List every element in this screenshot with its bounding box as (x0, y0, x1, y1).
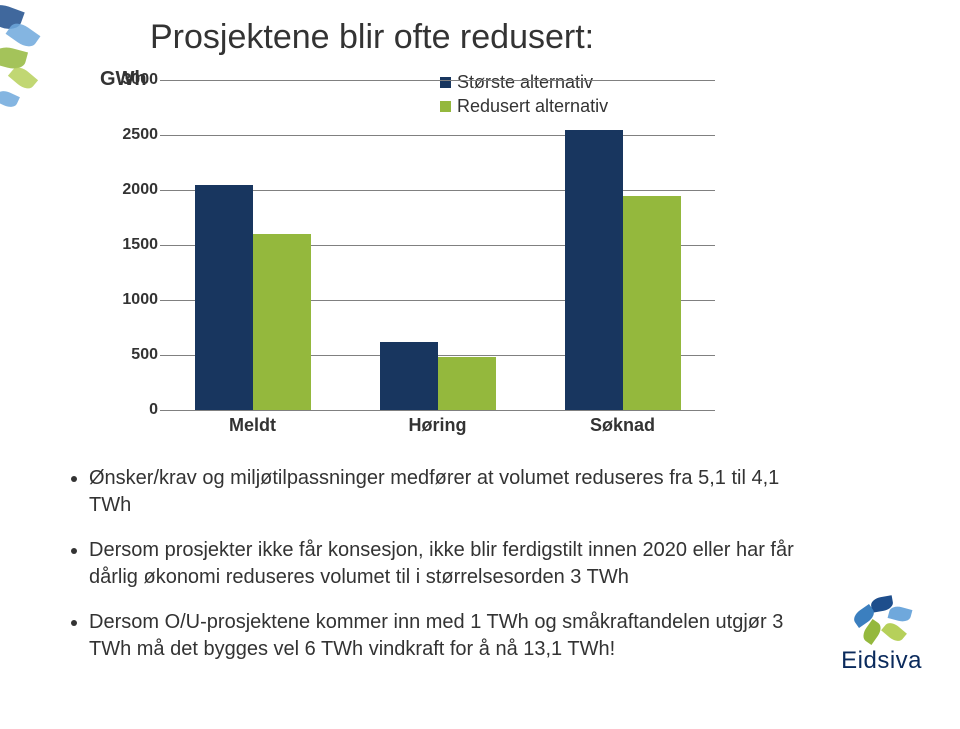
y-tick-label: 1000 (108, 291, 158, 309)
bullet-list: Ønsker/krav og miljøtilpassninger medfør… (65, 465, 825, 681)
y-tick-label: 500 (108, 346, 158, 364)
chart-bar (623, 196, 681, 411)
bullet-item: Dersom prosjekter ikke får konsesjon, ik… (89, 537, 825, 591)
chart-bar (438, 357, 496, 410)
petal-icon (881, 620, 907, 645)
brand-logo: Eidsiva (841, 595, 922, 675)
y-tick-label: 2500 (108, 126, 158, 144)
bullet-item: Ønsker/krav og miljøtilpassninger medfør… (89, 465, 825, 519)
x-tick-label: Meldt (229, 415, 276, 436)
chart-container: GWh Største alternativ Redusert alternat… (90, 70, 720, 450)
y-tick-label: 0 (108, 401, 158, 419)
x-tick-label: Høring (409, 415, 467, 436)
leaf-icon (0, 88, 20, 110)
y-tick-label: 1500 (108, 236, 158, 254)
chart-bar (253, 234, 311, 410)
slide-root: Prosjektene blir ofte redusert: GWh Stør… (0, 0, 960, 729)
bullet-item: Dersom O/U-prosjektene kommer inn med 1 … (89, 609, 825, 663)
y-tick-label: 2000 (108, 181, 158, 199)
x-tick-label: Søknad (590, 415, 655, 436)
x-tick-labels: Meldt Høring Søknad (160, 415, 715, 445)
slide-title: Prosjektene blir ofte redusert: (150, 18, 594, 57)
chart-bars (160, 80, 715, 410)
logo-petals-icon (847, 595, 917, 645)
chart-bar (195, 185, 253, 411)
brand-name: Eidsiva (841, 647, 922, 675)
chart-bar (565, 130, 623, 411)
decor-top-left (0, 0, 90, 130)
chart-bar (380, 342, 438, 410)
leaf-icon (8, 64, 38, 93)
chart-plot-area (160, 80, 715, 410)
y-tick-label: 3000 (108, 71, 158, 89)
leaf-icon (0, 1, 25, 33)
petal-icon (887, 604, 912, 623)
leaf-icon (6, 19, 41, 51)
leaf-icon (0, 44, 28, 72)
gridline (160, 410, 715, 411)
